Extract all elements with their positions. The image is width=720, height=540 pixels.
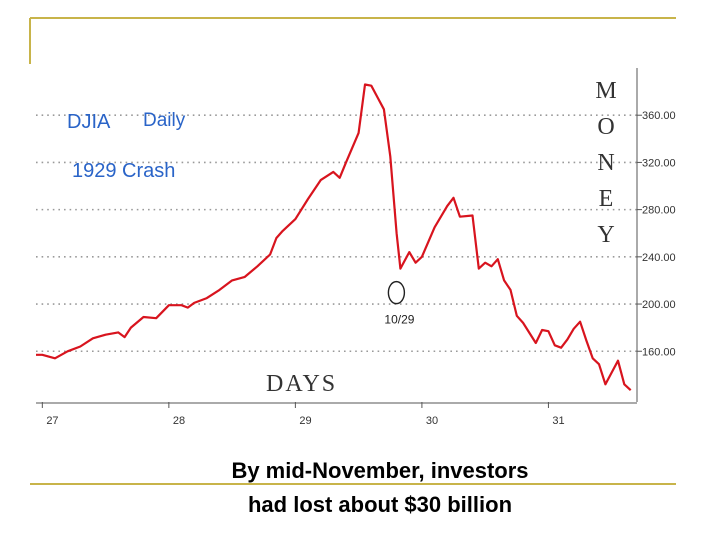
y-tick-label-1: 200.00 [642,299,676,311]
x-tick-label-0: 27 [46,415,58,427]
y-label-letter-4: Y [597,222,614,248]
chart-subtitle: Daily [143,110,186,131]
x-ticks: 27 28 29 30 31 [41,402,565,427]
caption-line-1: By mid-November, investors [231,458,529,483]
y-tick-label-3: 280.00 [642,205,676,217]
x-tick-label-3: 30 [426,415,438,427]
chart-title-2: 1929 Crash [72,160,175,182]
x-tick-label-1: 28 [173,415,185,427]
grid-lines [36,114,637,353]
x-tick-label-2: 29 [299,415,311,427]
y-tick-label-2: 240.00 [642,252,676,264]
crash-annotation-label: 10/29 [384,313,414,327]
y-tick-label-4: 320.00 [642,157,676,169]
y-label-letter-1: O [597,114,614,140]
axes [36,68,638,404]
y-label-letter-2: N [597,150,614,176]
y-label-letter-0: M [595,78,616,104]
y-tick-label-5: 360.00 [642,110,676,122]
y-label-letter-3: E [599,186,614,212]
crash-annotation-circle [387,280,406,305]
caption-line-2: had lost about $30 billion [247,492,513,517]
series-line-djia [36,83,632,392]
y-ticks: 160.00 200.00 240.00 280.00 320.00 360.00 [637,110,676,358]
chart-title: DJIA [67,111,111,133]
y-tick-label-0: 160.00 [642,346,676,358]
x-axis-label: DAYS [266,371,337,397]
x-tick-label-4: 31 [552,415,564,427]
